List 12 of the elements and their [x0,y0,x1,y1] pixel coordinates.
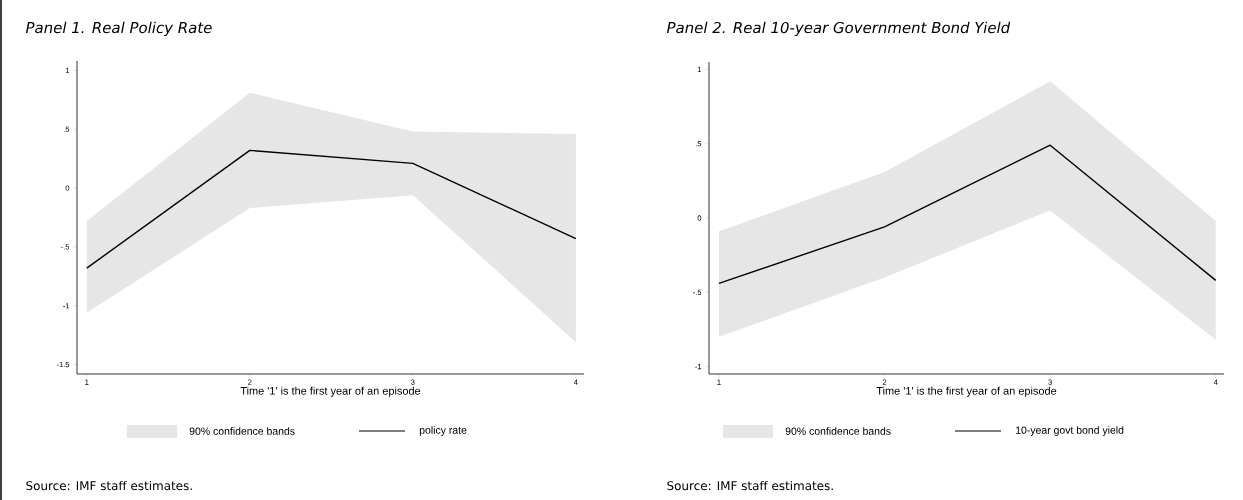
x-axis-title: Time '1' is the first year of an episode [876,386,1057,397]
x-axis-title: Time '1' is the first year of an episode [240,386,421,397]
legend-title: 90% confidence bands [189,427,295,435]
line-series [718,144,1217,285]
source-note: Source: IMF staff estimates. [667,480,833,491]
legend-label: 10-year govt bond yield [1016,426,1124,436]
chart-title: Panel 1. Real Policy Rate [25,21,212,37]
chart-title: Panel 2. Real 10-year Government Bond Yield [666,21,1011,37]
legend-title: 90% confidence bands [785,427,891,435]
legend-label: policy rate [419,426,467,436]
line-series [86,149,577,269]
source-note: Source: IMF staff estimates. [26,480,192,491]
